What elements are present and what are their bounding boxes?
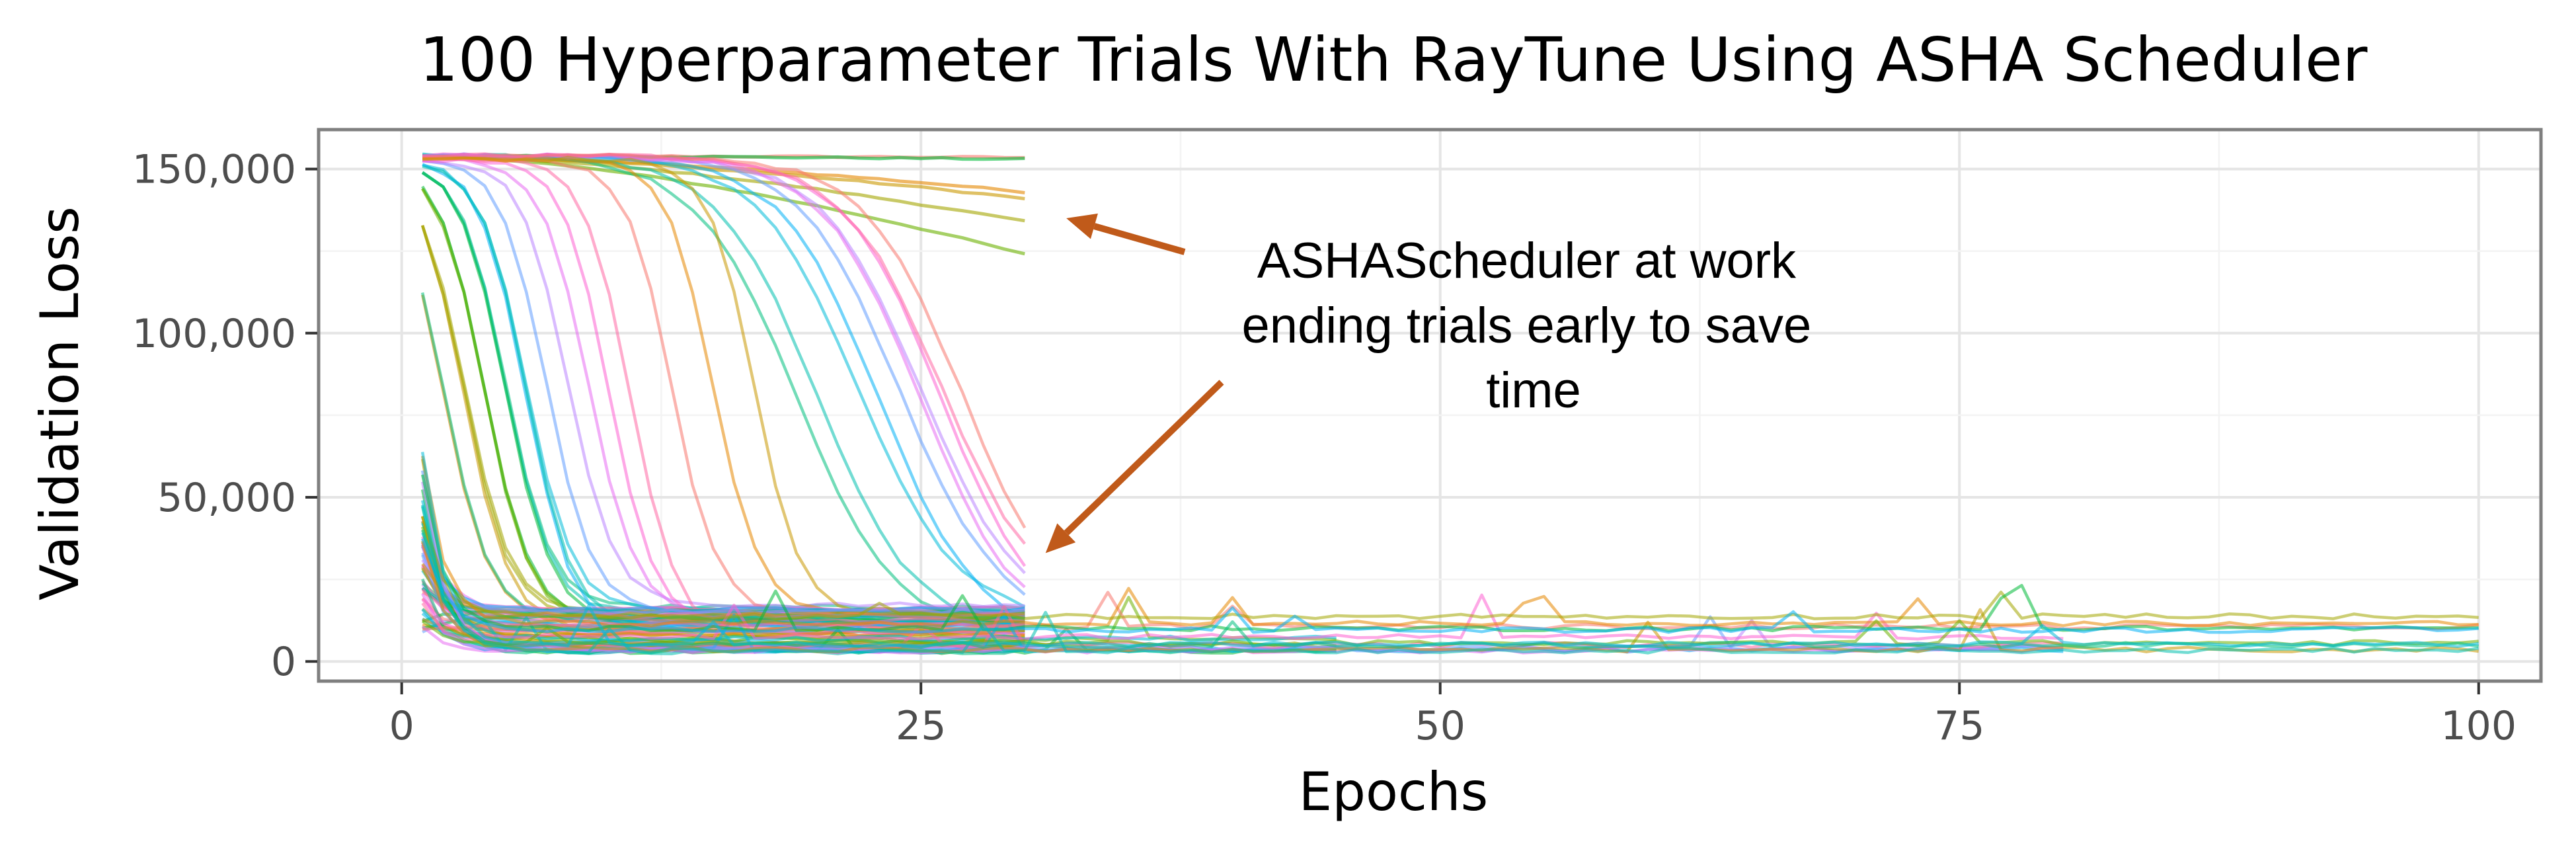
trial-line <box>420 474 2479 633</box>
annotation-arrow-shaft <box>1093 223 1186 255</box>
annotation-line-2: ending trials early to save <box>1242 298 1812 354</box>
y-tick-label: 0 <box>271 639 296 685</box>
x-tick-label: 75 <box>1934 703 1984 749</box>
annotation-line-1: ASHAScheduler at work <box>1257 233 1797 289</box>
annotation: ASHAScheduler at work ending trials earl… <box>1045 213 1826 554</box>
plot-panel-border <box>317 128 2543 683</box>
trial-line <box>420 456 2479 628</box>
trial-line <box>420 452 2479 649</box>
trial-line <box>420 538 2479 634</box>
trial-line <box>421 559 1025 615</box>
x-axis-label: Epochs <box>1299 761 1489 823</box>
x-tick-label: 100 <box>2440 703 2517 749</box>
y-axis-label: Validation Loss <box>29 206 91 600</box>
x-tick-label: 0 <box>389 703 414 749</box>
trial-line <box>420 500 1337 643</box>
x-tick-label: 25 <box>896 703 946 749</box>
annotation-arrow-shaft <box>1064 380 1224 536</box>
x-tick-label: 50 <box>1415 703 1465 749</box>
y-tick-label: 150,000 <box>132 147 296 193</box>
axes: 0 25 50 75 100 0 50,000 100,000 150,000 <box>132 147 2517 749</box>
trial-line <box>420 506 2479 655</box>
trial-line <box>420 516 2479 620</box>
annotation-text: ASHAScheduler at work ending trials earl… <box>1242 233 1826 419</box>
annotation-arrowhead <box>1045 523 1076 554</box>
chart-title: 100 Hyperparameter Trials With RayTune U… <box>419 24 2367 95</box>
annotation-arrowhead <box>1066 213 1098 239</box>
series-lines <box>420 152 2479 655</box>
trial-line <box>422 153 1027 529</box>
trial-line <box>421 532 1025 613</box>
annotation-line-3: time <box>1486 362 1581 419</box>
y-tick-label: 100,000 <box>132 311 296 357</box>
y-tick-label: 50,000 <box>157 475 296 521</box>
trial-line <box>421 593 2064 641</box>
